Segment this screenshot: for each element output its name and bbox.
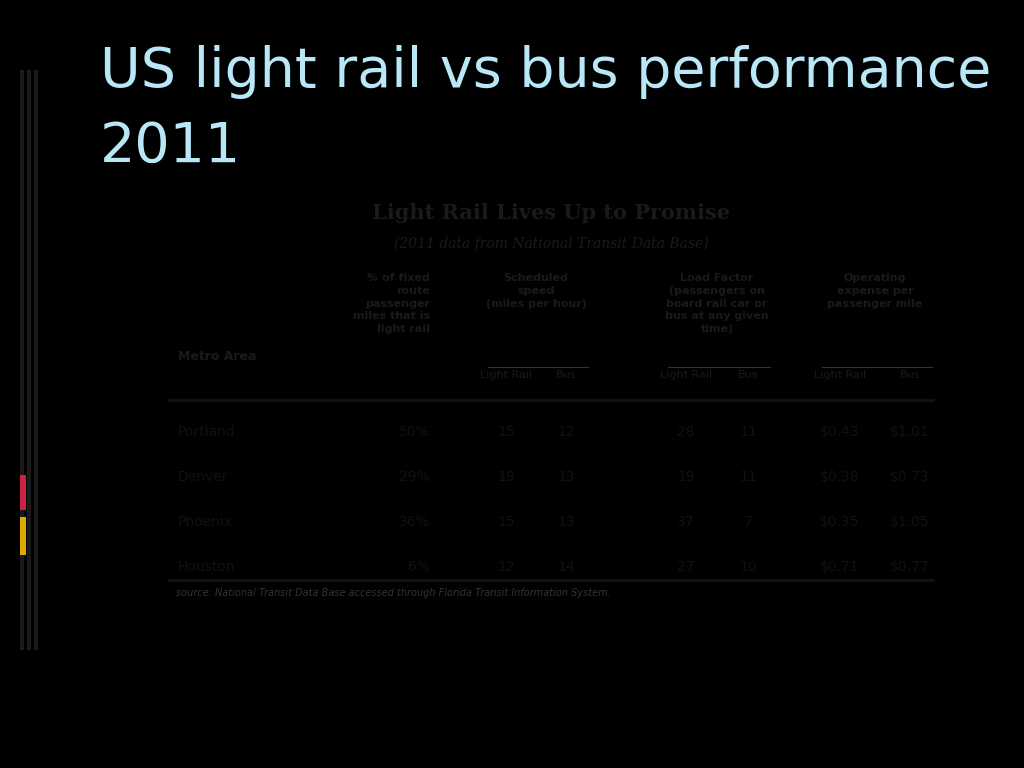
Text: Light Rail Lives Up to Promise: Light Rail Lives Up to Promise (373, 203, 730, 223)
Text: 11: 11 (739, 425, 757, 439)
Text: Bus: Bus (556, 370, 577, 380)
Text: Phoenix: Phoenix (178, 515, 233, 529)
Text: $1.05: $1.05 (890, 515, 930, 529)
Text: 14: 14 (557, 560, 574, 574)
Text: 12: 12 (557, 425, 574, 439)
Bar (20, 70, 24, 650)
Text: Bus: Bus (900, 370, 921, 380)
Text: 37: 37 (677, 515, 694, 529)
Text: $0.71: $0.71 (820, 560, 860, 574)
Text: 12: 12 (498, 560, 515, 574)
Bar (20, 517, 26, 555)
Text: $0.73: $0.73 (890, 470, 930, 484)
Bar (27, 70, 31, 650)
Text: 15: 15 (498, 425, 515, 439)
Text: 13: 13 (557, 515, 574, 529)
Text: $0.77: $0.77 (890, 560, 930, 574)
Bar (20, 475, 26, 510)
Text: Light Rail: Light Rail (814, 370, 866, 380)
Text: 11: 11 (739, 470, 757, 484)
Text: 6%: 6% (408, 560, 430, 574)
Text: 27: 27 (677, 560, 694, 574)
Text: (2011 data from National Transit Data Base): (2011 data from National Transit Data Ba… (394, 237, 709, 251)
Text: 19: 19 (497, 470, 515, 484)
Text: 29%: 29% (399, 470, 430, 484)
Text: 19: 19 (677, 470, 695, 484)
Text: Houston: Houston (178, 560, 236, 574)
Text: Load Factor
(passengers on
board rail car or
bus at any given
time): Load Factor (passengers on board rail ca… (666, 273, 769, 334)
Text: Metro Area: Metro Area (178, 350, 256, 363)
Text: % of fixed
route
passenger
miles that is
light rail: % of fixed route passenger miles that is… (353, 273, 430, 334)
Text: 7: 7 (743, 515, 753, 529)
Text: Operating
expense per
passenger mile: Operating expense per passenger mile (827, 273, 923, 309)
Text: Light Rail: Light Rail (480, 370, 532, 380)
Text: Light Rail: Light Rail (659, 370, 712, 380)
Text: 13: 13 (557, 470, 574, 484)
Text: Portland: Portland (178, 425, 236, 439)
Text: $1.01: $1.01 (890, 425, 930, 439)
Text: 15: 15 (498, 515, 515, 529)
Text: source: National Transit Data Base accessed through Florida Transit Information : source: National Transit Data Base acces… (176, 588, 610, 598)
Text: US light rail vs bus performance: US light rail vs bus performance (100, 45, 991, 99)
Text: 50%: 50% (399, 425, 430, 439)
Text: Scheduled
speed
(miles per hour): Scheduled speed (miles per hour) (485, 273, 587, 309)
Text: $0.43: $0.43 (820, 425, 860, 439)
Text: 2011: 2011 (100, 120, 241, 174)
Text: $0.35: $0.35 (820, 515, 860, 529)
Text: Denver: Denver (178, 470, 228, 484)
Text: 36%: 36% (399, 515, 430, 529)
Text: Bus: Bus (737, 370, 758, 380)
Text: 28: 28 (677, 425, 695, 439)
Bar (34, 70, 38, 650)
Text: 10: 10 (739, 560, 757, 574)
Text: $0.38: $0.38 (820, 470, 860, 484)
